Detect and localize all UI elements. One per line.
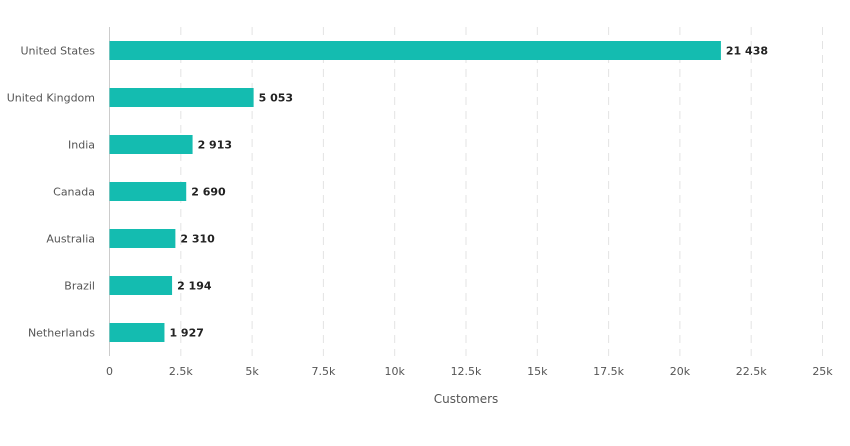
value-label: 2 913	[198, 139, 232, 152]
value-label: 2 310	[180, 233, 215, 246]
bars	[109, 41, 721, 342]
category-label: Canada	[53, 186, 95, 199]
category-label: India	[68, 139, 95, 152]
x-tick-label: 20k	[670, 365, 691, 378]
category-label: Netherlands	[28, 327, 95, 340]
x-axis-title: Customers	[434, 392, 499, 406]
value-labels: 21 438 5 053 2 913 2 690 2 310 2 194 1 927	[169, 45, 768, 340]
x-tick-label: 12.5k	[451, 365, 482, 378]
bar[interactable]	[109, 323, 165, 342]
category-label: Brazil	[64, 280, 95, 293]
value-label: 1 927	[169, 327, 203, 340]
bar[interactable]	[109, 88, 254, 107]
category-label: Australia	[46, 233, 95, 246]
x-tick-label: 22.5k	[736, 365, 767, 378]
value-label: 5 053	[259, 92, 293, 105]
x-tick-label: 25k	[812, 365, 833, 378]
x-tick-label: 7.5k	[311, 365, 335, 378]
bar[interactable]	[109, 276, 173, 295]
bar[interactable]	[109, 41, 721, 60]
x-tick-label: 15k	[527, 365, 548, 378]
category-label: United States	[21, 45, 96, 58]
x-tick-label: 2.5k	[169, 365, 193, 378]
x-tick-labels: 0 2.5k 5k 7.5k 10k 12.5k 15k 17.5k 20k 22.5k 25k	[106, 365, 833, 378]
value-label: 2 690	[191, 186, 226, 199]
x-tick-label: 0	[106, 365, 113, 378]
x-tick-label: 10k	[385, 365, 406, 378]
value-label: 21 438	[726, 45, 768, 58]
bar[interactable]	[109, 135, 193, 154]
value-label: 2 194	[177, 280, 212, 293]
x-tick-label: 17.5k	[593, 365, 624, 378]
x-tick-label: 5k	[245, 365, 259, 378]
category-label: United Kingdom	[7, 92, 95, 105]
category-labels: United States United Kingdom India Canada Au…	[7, 45, 96, 340]
bar[interactable]	[109, 182, 187, 201]
bar[interactable]	[109, 229, 176, 248]
grid-lines	[180, 27, 823, 356]
